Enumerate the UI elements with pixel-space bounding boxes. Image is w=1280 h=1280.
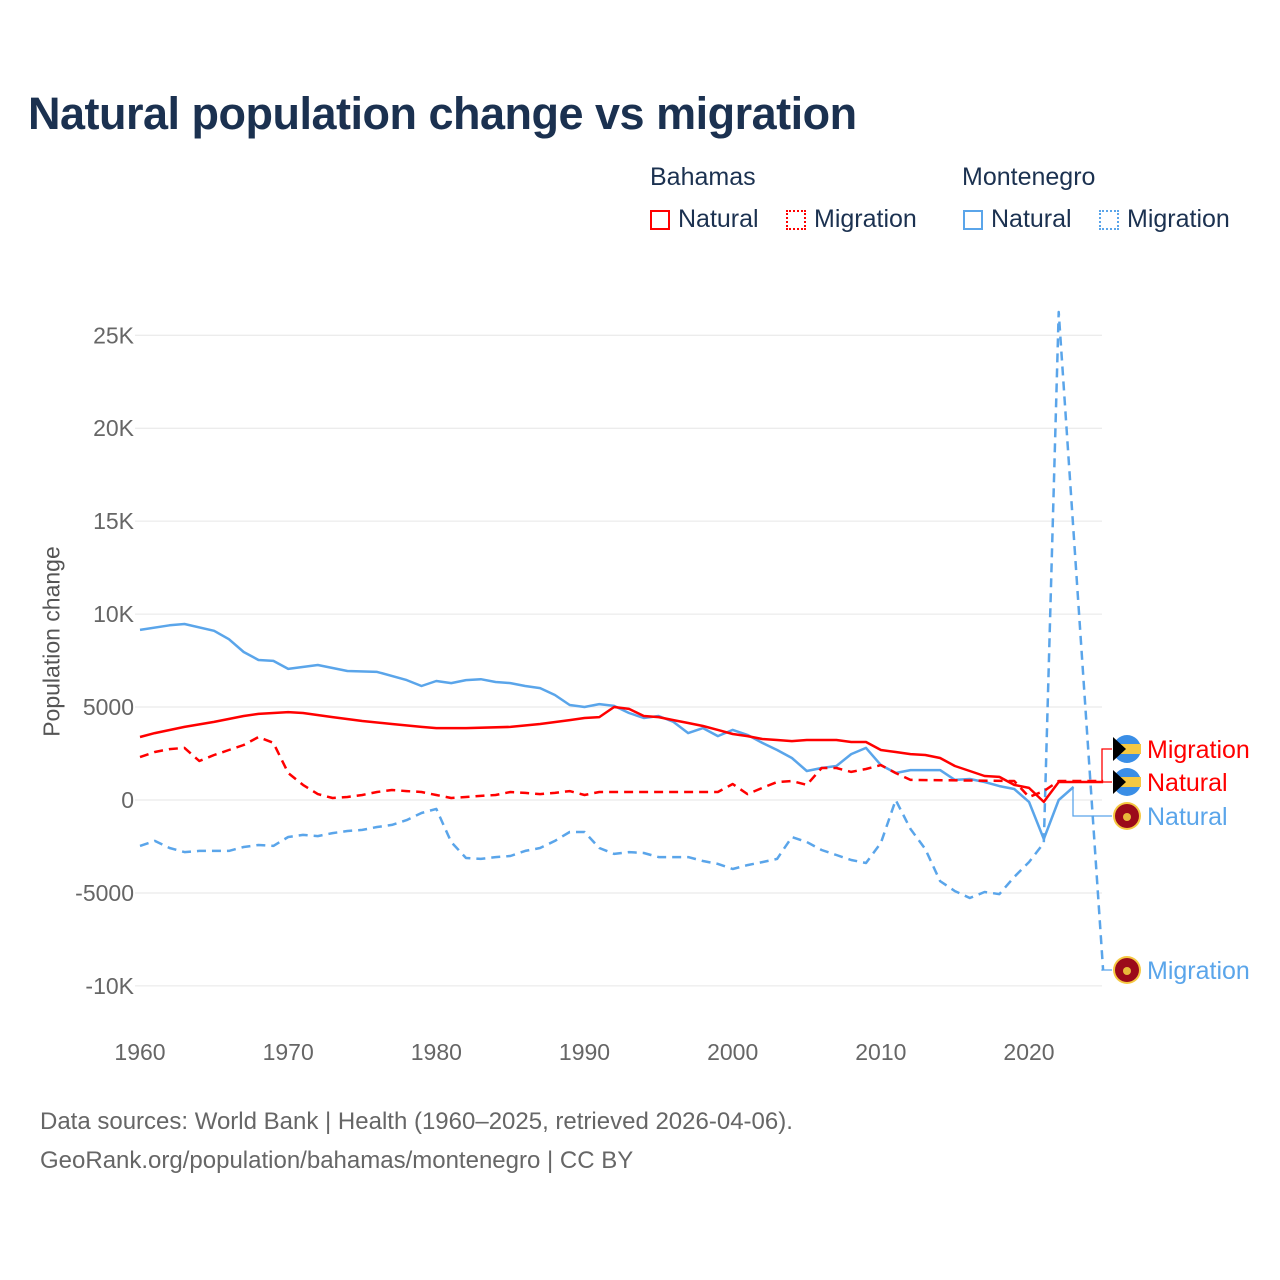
legend-label: Migration <box>814 205 917 233</box>
y-tick-label: 15K <box>93 508 135 534</box>
legend-label: Migration <box>1127 205 1230 233</box>
y-tick-label: 20K <box>93 415 135 441</box>
flag-stripe <box>1113 744 1141 754</box>
legend-swatch-dotted <box>1099 209 1119 230</box>
legend-bahamas-migration[interactable]: Migration <box>786 205 917 234</box>
end-label: Migration <box>1147 736 1250 764</box>
chart-title: Natural population change vs migration <box>28 88 857 139</box>
legend-group-montenegro: Montenegro <box>962 163 1096 191</box>
legend-group-bahamas: Bahamas <box>650 163 756 191</box>
flag-emblem <box>1123 813 1131 821</box>
legend-swatch-solid <box>650 209 670 230</box>
y-tick-label: 5000 <box>83 694 134 720</box>
legend-label: Natural <box>678 205 759 233</box>
y-tick-label: -5000 <box>75 880 134 906</box>
y-tick-label: -10K <box>85 973 134 999</box>
end-label: Natural <box>1147 769 1228 797</box>
footer-link[interactable]: GeoRank.org/population/bahamas/montenegr… <box>40 1147 634 1174</box>
y-tick-label: 25K <box>93 322 135 348</box>
legend-montenegro-migration[interactable]: Migration <box>1099 205 1230 234</box>
flag-triangle <box>1113 737 1126 761</box>
x-tick-label: 2010 <box>855 1039 906 1065</box>
x-tick-label: 2000 <box>707 1039 758 1065</box>
x-tick-label: 1970 <box>263 1039 314 1065</box>
x-tick-label: 1980 <box>411 1039 462 1065</box>
bahamas-flag-icon <box>1113 768 1141 796</box>
bahamas-migration-line <box>139 735 1104 800</box>
footer-sources: Data sources: World Bank | Health (1960–… <box>40 1108 793 1135</box>
montenegro-migration-line <box>139 310 1105 971</box>
montenegro-flag-icon <box>1113 956 1141 984</box>
bahamas-natural-line <box>139 705 1104 804</box>
y-tick-label: 10K <box>93 601 135 627</box>
x-tick-label: 1960 <box>114 1039 165 1065</box>
flag-triangle <box>1113 770 1126 794</box>
label-connector <box>1072 786 1112 817</box>
montenegro-flag-icon <box>1113 802 1141 830</box>
montenegro-natural-line <box>139 622 1075 841</box>
legend-montenegro-natural[interactable]: Natural <box>963 205 1072 234</box>
x-tick-label: 2020 <box>1003 1039 1054 1065</box>
y-tick-label: 0 <box>121 787 134 813</box>
legend-bahamas-natural[interactable]: Natural <box>650 205 759 234</box>
end-label: Migration <box>1147 957 1250 985</box>
end-label: Natural <box>1147 803 1228 831</box>
flag-emblem <box>1123 967 1131 975</box>
legend-swatch-solid <box>963 209 983 230</box>
legend-label: Natural <box>991 205 1072 233</box>
legend-swatch-dotted <box>786 209 806 230</box>
label-connector <box>1101 748 1112 782</box>
x-tick-label: 1990 <box>559 1039 610 1065</box>
flag-stripe <box>1113 777 1141 787</box>
bahamas-flag-icon <box>1113 735 1141 763</box>
